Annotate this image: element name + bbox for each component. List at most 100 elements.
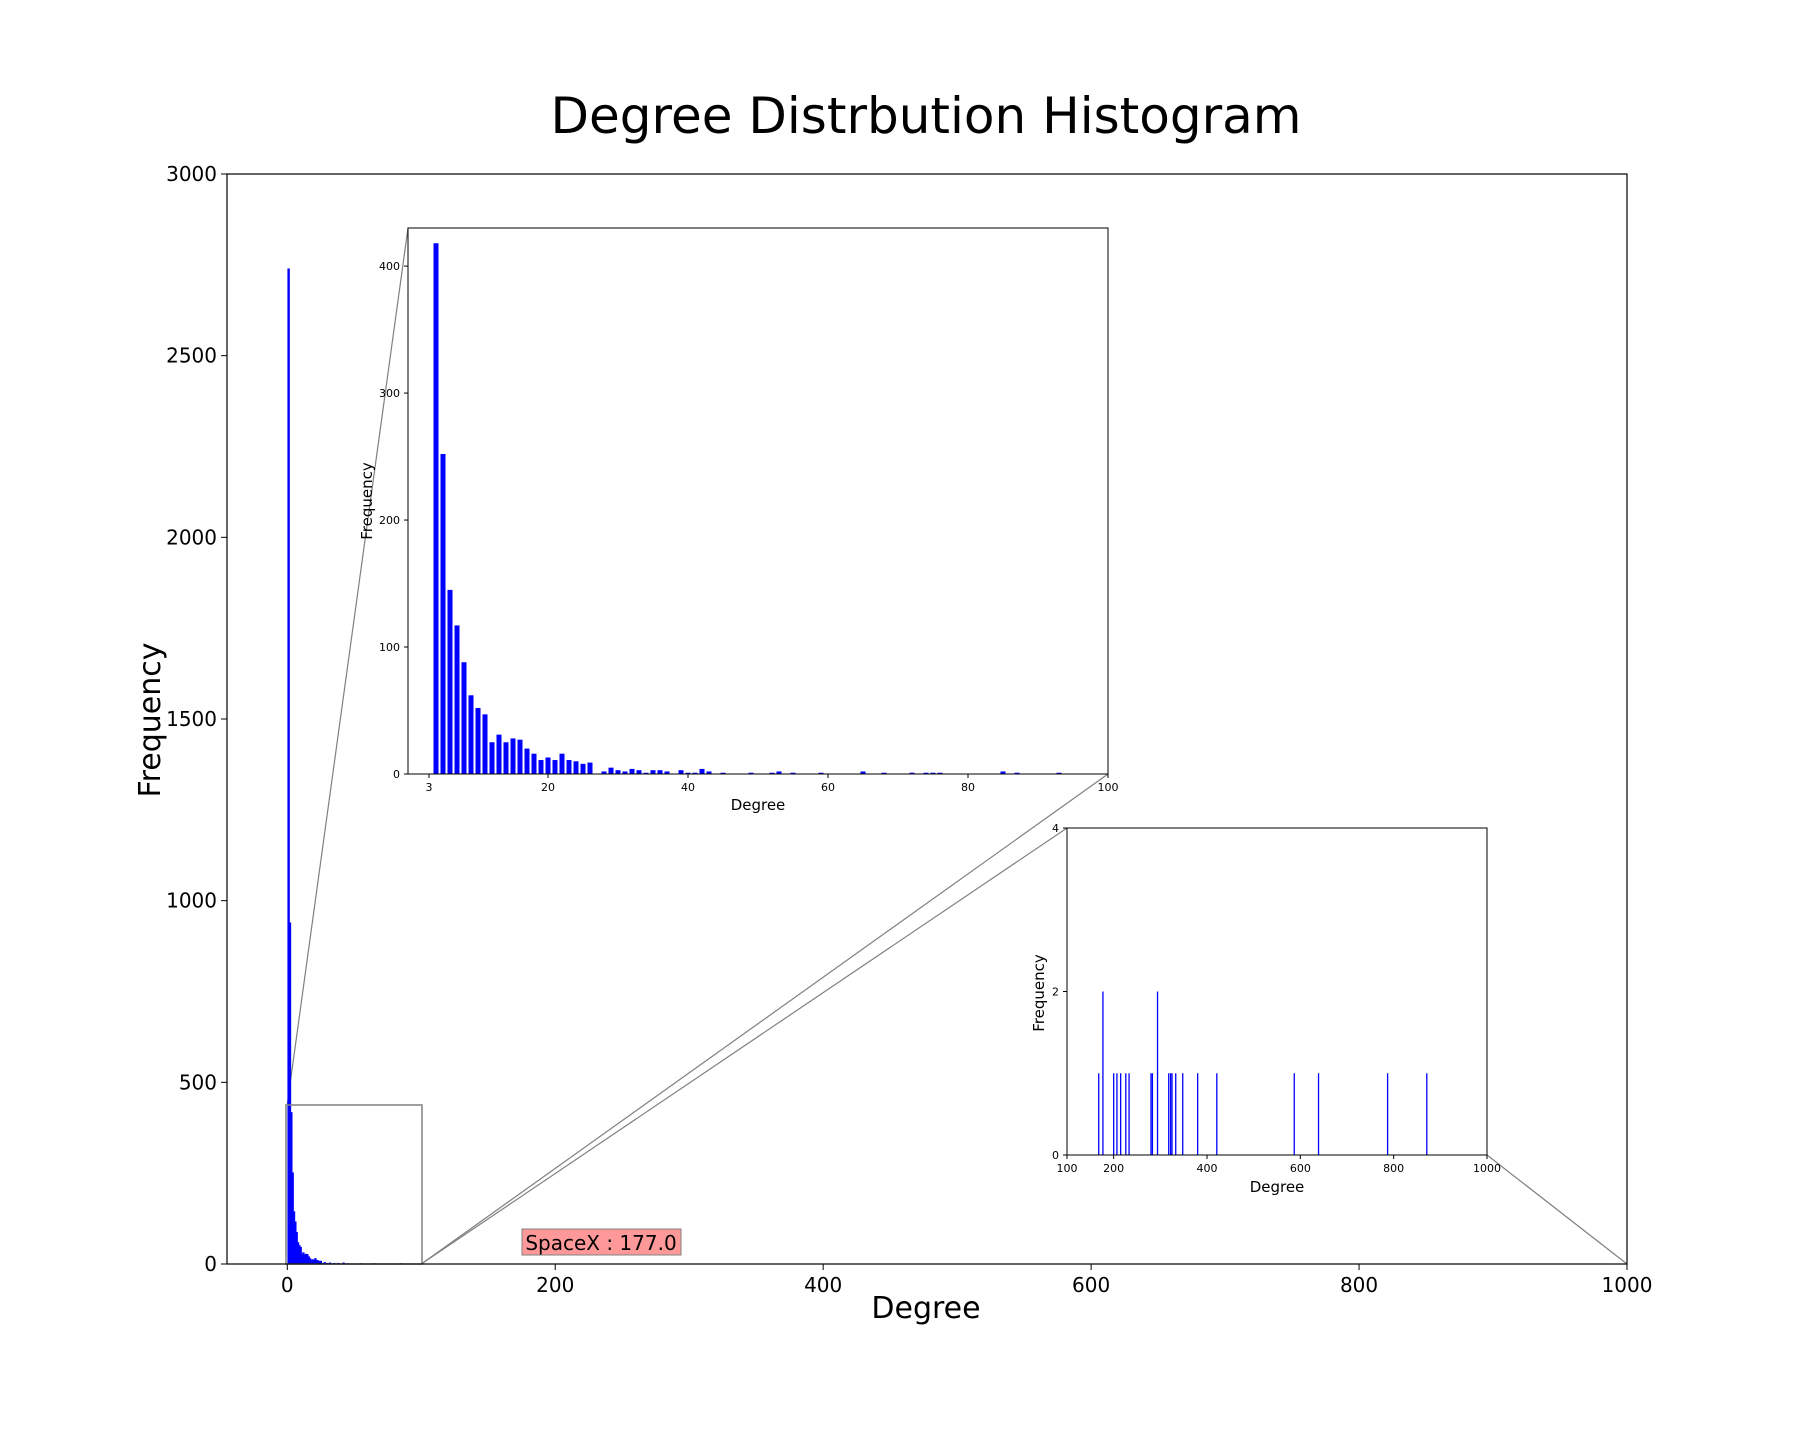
main-bar — [304, 1253, 308, 1264]
inset2-bar — [1116, 1073, 1118, 1155]
inset2-y-tick-label: 0 — [1052, 1149, 1059, 1162]
zoom-connector-line — [420, 827, 1068, 1265]
inset2-bar — [1426, 1073, 1428, 1155]
inset2-bar — [1098, 1073, 1100, 1155]
inset1-bar — [482, 714, 488, 774]
inset2-bar — [1150, 1073, 1152, 1155]
inset1-bar — [699, 768, 705, 774]
main-zoom-box — [285, 1104, 423, 1265]
main-bar — [296, 1242, 300, 1264]
inset1-x-tick-label: 80 — [961, 781, 975, 794]
main-x-tick-label: 800 — [1340, 1273, 1378, 1297]
inset2-bar — [1156, 991, 1159, 1155]
main-y-tick-label: 1000 — [166, 889, 217, 913]
inset1-bar — [706, 771, 712, 774]
inset1-bar — [685, 772, 691, 774]
main-bar — [302, 1252, 305, 1264]
inset-1-background — [408, 228, 1108, 774]
inset-1-y-ticks: 0 100 200 300 400 — [379, 260, 408, 781]
inset2-x-tick-label: 600 — [1290, 1162, 1311, 1175]
main-bar — [310, 1260, 313, 1264]
inset2-bar — [1128, 1073, 1130, 1155]
inset1-bar — [622, 771, 628, 774]
inset-2-y-ticks: 0 2 4 — [1052, 822, 1067, 1162]
inset-2-x-ticks: 100 200 400 600 800 1000 — [1057, 1155, 1501, 1175]
inset1-bar — [1014, 772, 1020, 774]
main-bar — [287, 268, 290, 1264]
inset2-y-tick-label: 2 — [1052, 985, 1059, 998]
inset-2-axes: 100 200 400 600 800 1000 0 2 4 Degree Frequency — [1030, 822, 1501, 1196]
main-bar — [323, 1262, 326, 1264]
main-bar — [291, 1172, 294, 1264]
inset2-x-tick-label: 800 — [1383, 1162, 1404, 1175]
inset-1-x-axis-label: Degree — [731, 796, 786, 814]
inset2-bar — [1293, 1073, 1295, 1155]
inset2-y-tick-label: 4 — [1052, 822, 1059, 835]
inset1-bar — [657, 770, 663, 774]
inset1-bar — [573, 761, 579, 774]
inset2-x-tick-label: 200 — [1103, 1162, 1124, 1175]
inset1-bar — [503, 742, 509, 774]
inset1-y-tick-label: 0 — [393, 768, 400, 781]
main-y-tick-label: 3000 — [166, 162, 217, 186]
main-x-axis-label: Degree — [871, 1291, 980, 1326]
inset1-bar — [1000, 771, 1006, 774]
main-y-axis-label: Frequency — [133, 643, 168, 798]
inset1-bar — [636, 770, 642, 774]
main-bar — [299, 1246, 302, 1264]
inset-1-x-ticks: 3 20 40 60 80 100 — [426, 774, 1119, 794]
main-bar — [314, 1258, 317, 1264]
inset1-bar — [545, 757, 551, 774]
inset1-bar — [496, 734, 502, 774]
main-bar — [308, 1258, 312, 1264]
inset-1-axes: 3 20 40 60 80 100 0 100 200 300 400 Degree Freque… — [358, 227, 1119, 814]
main-y-ticks: 0 500 1000 1500 2000 2500 3000 — [166, 162, 227, 1276]
zoom-connector-line — [286, 227, 409, 1105]
main-bar — [312, 1260, 316, 1264]
annotation-text: SpaceX : 177.0 — [525, 1231, 676, 1255]
inset1-x-tick-label: 20 — [541, 781, 555, 794]
inset1-bar — [440, 454, 446, 774]
main-y-tick-label: 2000 — [166, 525, 217, 549]
main-y-tick-label: 0 — [204, 1252, 217, 1276]
main-x-tick-label: 1000 — [1602, 1273, 1653, 1297]
inset1-bar — [601, 771, 607, 774]
inset2-x-tick-label: 1000 — [1473, 1162, 1501, 1175]
inset1-bar — [433, 243, 439, 775]
main-bar — [306, 1254, 309, 1264]
inset1-bar — [531, 753, 537, 774]
inset1-bar — [615, 770, 621, 774]
inset2-bar — [1216, 1073, 1218, 1155]
inset1-y-tick-label: 400 — [379, 260, 400, 273]
inset1-y-tick-label: 300 — [379, 387, 400, 400]
inset1-bar — [881, 772, 887, 774]
inset-1-y-axis-label: Frequency — [358, 462, 376, 540]
inset2-bar — [1102, 991, 1104, 1155]
main-bar — [315, 1260, 318, 1264]
main-axes: 0 200 400 600 800 1000 0500100015002000250030… — [133, 162, 1652, 1326]
inset1-bar — [566, 760, 572, 774]
inset2-x-tick-label: 400 — [1197, 1162, 1218, 1175]
inset1-bar — [664, 771, 670, 774]
main-x-tick-label: 200 — [536, 1273, 574, 1297]
inset1-bar — [629, 768, 635, 774]
main-bar — [292, 1211, 296, 1264]
inset2-x-tick-label: 100 — [1057, 1162, 1078, 1175]
inset1-bar — [447, 589, 453, 774]
main-bar — [300, 1254, 304, 1264]
inset1-bar — [860, 771, 866, 774]
main-y-tick-label: 2500 — [166, 344, 217, 368]
main-bar — [316, 1260, 320, 1264]
inset1-bar — [909, 772, 915, 774]
inset1-bar — [524, 748, 530, 774]
inset-2-y-axis-label: Frequency — [1030, 954, 1048, 1032]
inset2-bar — [1151, 1073, 1154, 1155]
main-bar — [318, 1261, 321, 1264]
inset1-bar — [692, 772, 698, 774]
inset2-bar — [1171, 1073, 1173, 1155]
inset2-bar — [1168, 1073, 1170, 1155]
inset1-bar — [937, 772, 943, 774]
zoom-connectors — [286, 227, 1628, 1265]
inset-2-x-axis-label: Degree — [1250, 1178, 1305, 1196]
